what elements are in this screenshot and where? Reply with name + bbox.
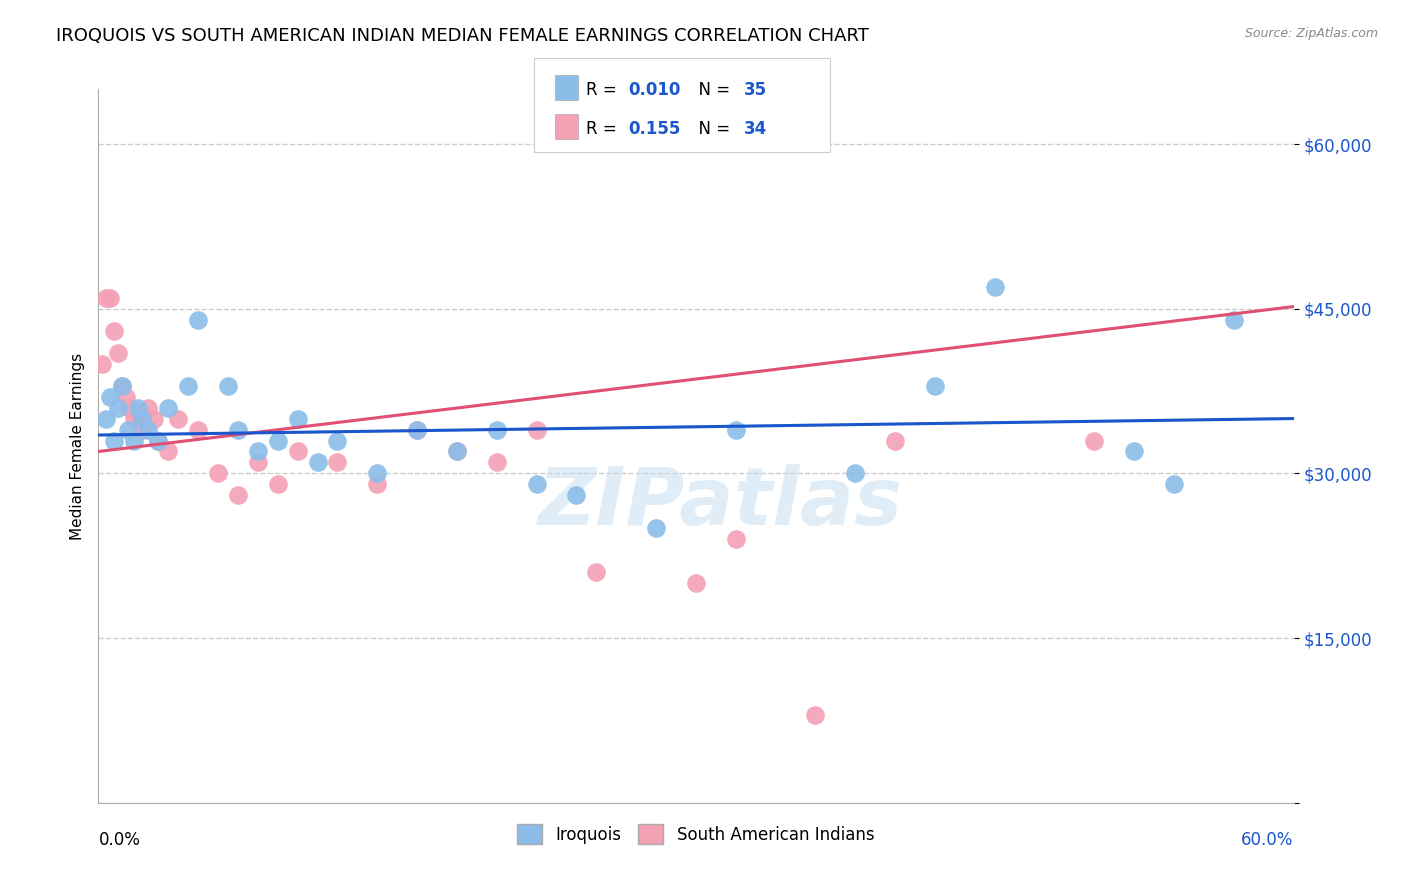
Text: 60.0%: 60.0%	[1241, 831, 1294, 849]
Point	[111, 378, 134, 392]
Point	[136, 401, 159, 415]
Point	[217, 378, 239, 392]
Point	[485, 423, 508, 437]
Point	[406, 423, 429, 437]
Point	[446, 444, 468, 458]
Point	[366, 467, 388, 481]
Point	[526, 477, 548, 491]
Text: 34: 34	[744, 120, 768, 137]
Point	[131, 411, 153, 425]
Point	[207, 467, 229, 481]
Point	[167, 411, 190, 425]
Point	[148, 434, 170, 448]
Point	[267, 434, 290, 448]
Point	[485, 455, 508, 469]
Point	[117, 423, 139, 437]
Point	[124, 434, 146, 448]
Point	[98, 390, 122, 404]
Point	[645, 521, 668, 535]
Point	[136, 423, 159, 437]
Text: 35: 35	[744, 80, 766, 98]
Point	[131, 423, 153, 437]
Point	[884, 434, 907, 448]
FancyBboxPatch shape	[555, 114, 578, 139]
Text: N =: N =	[688, 120, 735, 137]
Point	[724, 533, 747, 547]
Point	[565, 488, 588, 502]
Point	[287, 411, 309, 425]
Text: 0.155: 0.155	[628, 120, 681, 137]
Y-axis label: Median Female Earnings: Median Female Earnings	[69, 352, 84, 540]
Point	[177, 378, 200, 392]
Point	[1123, 444, 1146, 458]
Point	[157, 401, 180, 415]
Point	[111, 378, 134, 392]
Point	[1083, 434, 1105, 448]
Point	[157, 444, 180, 458]
Point	[107, 401, 129, 415]
Point	[187, 312, 209, 326]
Text: IROQUOIS VS SOUTH AMERICAN INDIAN MEDIAN FEMALE EARNINGS CORRELATION CHART: IROQUOIS VS SOUTH AMERICAN INDIAN MEDIAN…	[56, 27, 869, 45]
Point	[844, 467, 866, 481]
Point	[246, 444, 269, 458]
Point	[187, 423, 209, 437]
Point	[226, 423, 249, 437]
Point	[107, 345, 129, 359]
Point	[246, 455, 269, 469]
Text: N =: N =	[688, 80, 735, 98]
Point	[103, 324, 125, 338]
Point	[526, 423, 548, 437]
Point	[267, 477, 290, 491]
Point	[326, 434, 349, 448]
Point	[446, 444, 468, 458]
Point	[984, 280, 1007, 294]
Text: ZIPatlas: ZIPatlas	[537, 464, 903, 542]
Point	[226, 488, 249, 502]
Point	[91, 357, 114, 371]
Point	[406, 423, 429, 437]
Point	[287, 444, 309, 458]
Text: 0.0%: 0.0%	[98, 831, 141, 849]
Point	[585, 566, 607, 580]
Point	[96, 411, 118, 425]
Legend: Iroquois, South American Indians: Iroquois, South American Indians	[517, 824, 875, 845]
Text: R =: R =	[586, 120, 623, 137]
Point	[127, 401, 149, 415]
Point	[115, 390, 138, 404]
Point	[124, 411, 146, 425]
Point	[98, 291, 122, 305]
Point	[685, 576, 707, 591]
FancyBboxPatch shape	[534, 58, 830, 152]
Point	[127, 411, 149, 425]
Point	[103, 434, 125, 448]
Point	[148, 434, 170, 448]
Point	[724, 423, 747, 437]
Text: Source: ZipAtlas.com: Source: ZipAtlas.com	[1244, 27, 1378, 40]
Point	[924, 378, 946, 392]
Point	[1163, 477, 1185, 491]
Text: 0.010: 0.010	[628, 80, 681, 98]
Point	[120, 401, 142, 415]
Point	[804, 708, 827, 723]
Text: R =: R =	[586, 80, 623, 98]
Point	[143, 411, 166, 425]
Point	[307, 455, 329, 469]
Point	[96, 291, 118, 305]
Point	[1223, 312, 1246, 326]
Point	[326, 455, 349, 469]
Point	[366, 477, 388, 491]
FancyBboxPatch shape	[555, 75, 578, 100]
